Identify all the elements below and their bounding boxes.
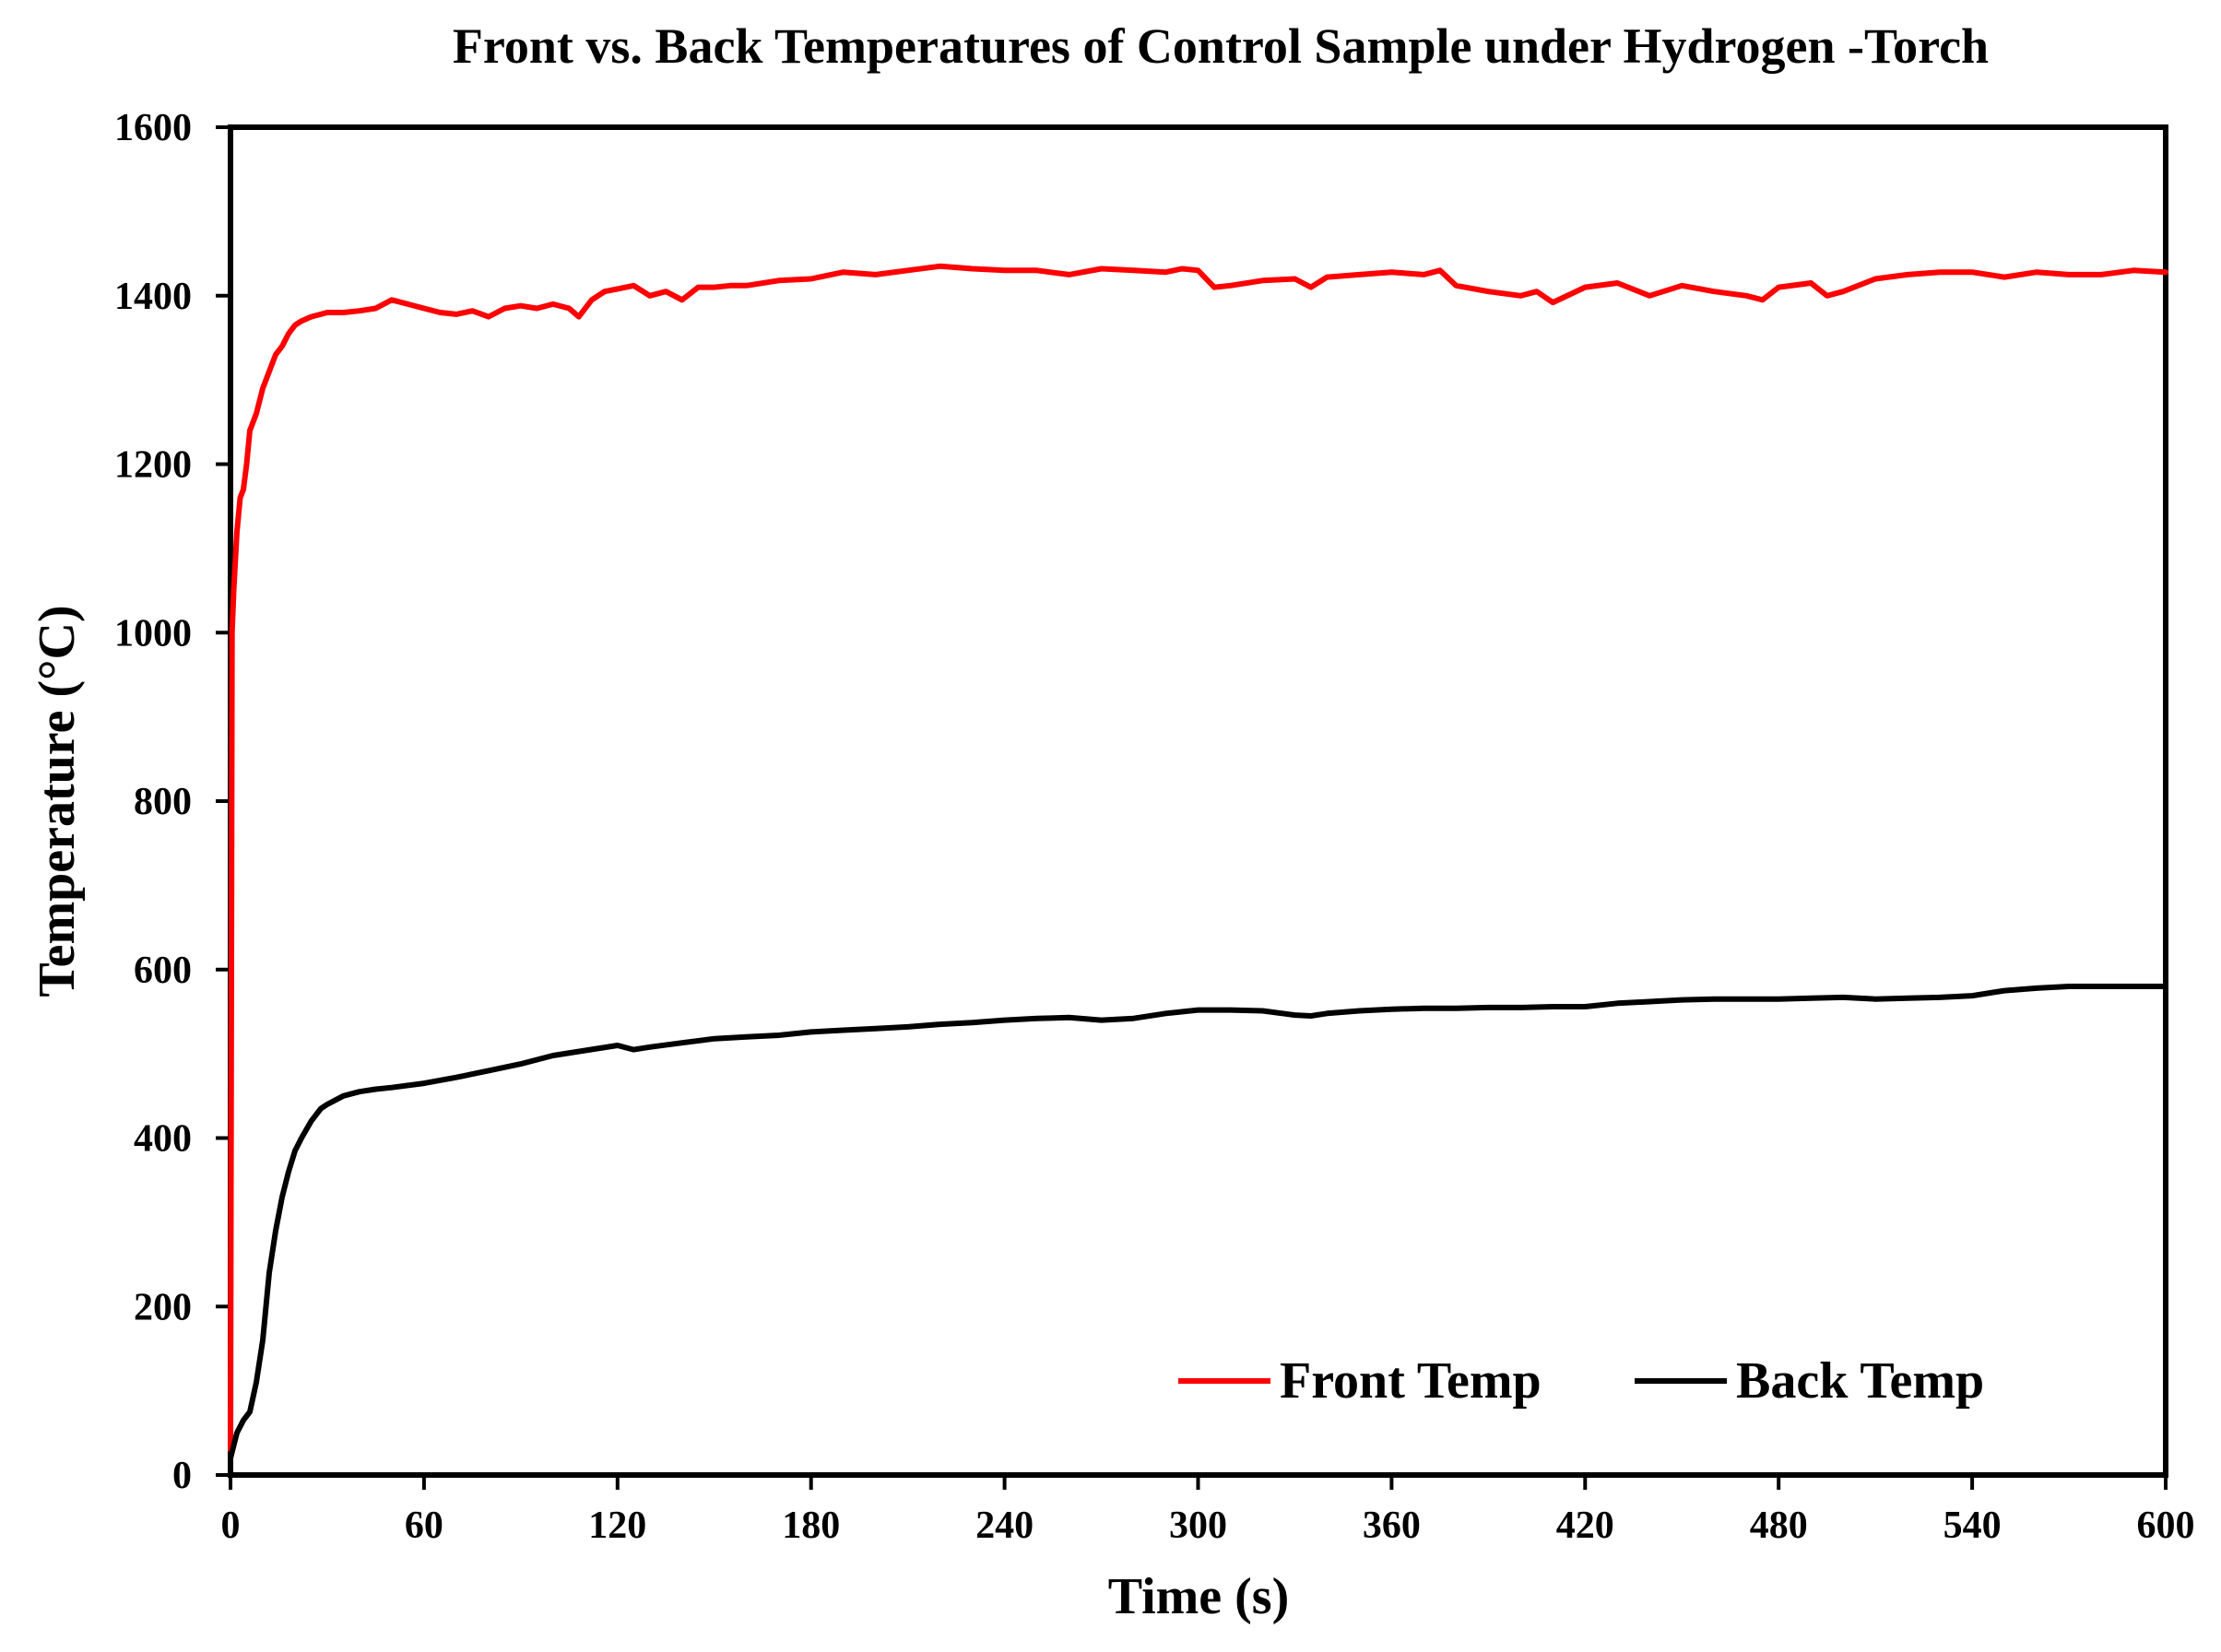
- x-tick-label: 480: [1750, 1504, 1808, 1547]
- x-tick-label: 420: [1556, 1504, 1614, 1547]
- legend-label: Front Temp: [1280, 1352, 1542, 1410]
- y-axis-ticks: 0 200 400 600 800 1000 1200 1400 1600: [114, 107, 230, 1497]
- y-tick-label: 600: [134, 950, 192, 992]
- y-tick-label: 1600: [114, 107, 192, 149]
- y-tick-label: 0: [172, 1455, 192, 1497]
- series-layer: [228, 263, 2168, 1461]
- x-tick-label: 0: [221, 1504, 241, 1547]
- x-tick-label: 120: [588, 1504, 646, 1547]
- legend-label: Back Temp: [1736, 1352, 1984, 1410]
- y-tick-label: 800: [134, 781, 192, 823]
- series-line-front-temp: [228, 263, 2168, 1453]
- y-tick-label: 1000: [114, 612, 192, 655]
- x-axis-title: Time (s): [1108, 1568, 1290, 1625]
- chart-title: Front vs. Back Temperatures of Control S…: [453, 18, 1989, 74]
- x-tick-label: 60: [405, 1504, 443, 1547]
- y-tick-label: 400: [134, 1118, 192, 1161]
- x-tick-label: 600: [2137, 1504, 2195, 1547]
- y-tick-label: 1400: [114, 276, 192, 318]
- x-tick-label: 540: [1943, 1504, 2002, 1547]
- x-tick-label: 240: [975, 1504, 1034, 1547]
- legend: Front Temp Back Temp: [1178, 1352, 1984, 1410]
- x-tick-label: 180: [782, 1504, 840, 1547]
- x-tick-label: 360: [1363, 1504, 1421, 1547]
- y-axis-title: Temperature (°C): [29, 605, 86, 997]
- x-tick-label: 300: [1169, 1504, 1227, 1547]
- y-tick-label: 200: [134, 1286, 192, 1328]
- x-axis-ticks: 0 60 120 180 240 300 360 420 480 540 600: [221, 1475, 2195, 1547]
- y-tick-label: 1200: [114, 444, 192, 487]
- series-line-back-temp: [228, 984, 2168, 1461]
- plot-area: [228, 124, 2168, 1478]
